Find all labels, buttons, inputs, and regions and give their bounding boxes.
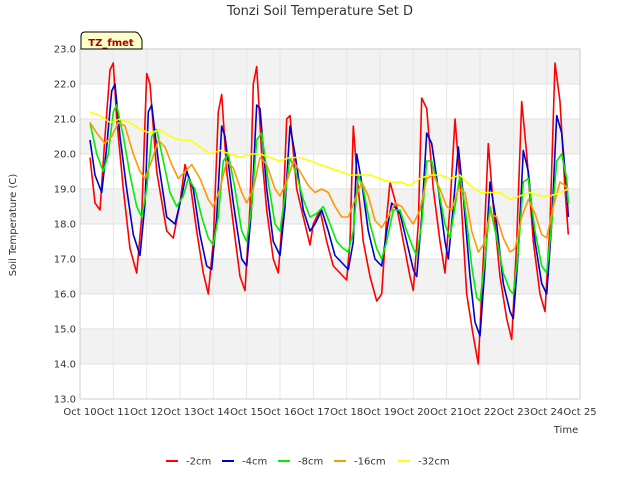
y-tick-label: 19.0 <box>54 185 76 196</box>
legend-item: -4cm <box>222 457 267 468</box>
site-tag-label: TZ_fmet <box>88 38 134 49</box>
y-axis-ticks: 13.0 14.0 15.0 16.0 17.0 18.0 19.0 20.0 21.0 22.0… <box>54 45 76 406</box>
legend-label: -2cm <box>186 457 211 468</box>
grid-band <box>80 119 580 154</box>
y-tick-label: 17.0 <box>54 255 76 266</box>
x-tick-label: Oct 15 <box>230 407 263 418</box>
x-tick-label: Oct 17 <box>297 407 330 418</box>
y-tick-label: 16.0 <box>54 290 76 301</box>
legend-label: -8cm <box>298 457 323 468</box>
legend-label: -4cm <box>242 457 267 468</box>
x-tick-label: Oct 13 <box>163 407 196 418</box>
y-tick-label: 22.0 <box>54 80 76 91</box>
x-tick-label: Oct 14 <box>197 407 230 418</box>
series-line-neg16cm <box>89 121 569 253</box>
grid-band <box>80 329 580 364</box>
chart-title: Tonzi Soil Temperature Set D <box>226 4 413 19</box>
x-tick-label: Oct 11 <box>97 407 130 418</box>
y-tick-label: 13.0 <box>54 395 76 406</box>
legend-label: -16cm <box>354 457 386 468</box>
legend: -2cm -4cm -8cm -16cm -32cm <box>166 457 450 468</box>
x-tick-label: Oct 23 <box>497 407 530 418</box>
x-tick-label: Oct 16 <box>263 407 296 418</box>
grid-band <box>80 49 580 84</box>
x-tick-label: Oct 21 <box>430 407 463 418</box>
plot-background-bands <box>80 49 580 364</box>
site-tag: TZ_fmet <box>80 31 143 50</box>
y-tick-label: 14.0 <box>54 360 76 371</box>
y-tick-label: 20.0 <box>54 150 76 161</box>
y-axis-label: Soil Temperature (C) <box>8 174 19 277</box>
x-tick-label: Oct 10 <box>63 407 96 418</box>
x-tick-label: Oct 25 <box>563 407 596 418</box>
y-tick-label: 18.0 <box>54 220 76 231</box>
y-tick-label: 21.0 <box>54 115 76 126</box>
series-layer <box>89 62 570 365</box>
x-tick-label: Oct 20 <box>397 407 430 418</box>
x-tick-label: Oct 19 <box>363 407 396 418</box>
x-tick-label: Oct 12 <box>130 407 163 418</box>
plot-frame <box>79 48 581 400</box>
series-line-neg32cm <box>89 111 569 201</box>
x-tick-label: Oct 18 <box>330 407 363 418</box>
y-tick-label: 15.0 <box>54 325 76 336</box>
series-line-neg2cm <box>89 62 570 365</box>
legend-label: -32cm <box>418 457 450 468</box>
legend-item: -16cm <box>334 457 386 468</box>
y-tick-label: 23.0 <box>54 45 76 56</box>
legend-item: -2cm <box>166 457 211 468</box>
x-axis-ticks: Oct 10 Oct 11 Oct 12 Oct 13 Oct 14 Oct 15 Oct … <box>63 407 596 418</box>
x-tick-label: Oct 24 <box>530 407 563 418</box>
grid-band <box>80 259 580 294</box>
x-tick-label: Oct 22 <box>463 407 496 418</box>
site-tag-box <box>80 31 143 50</box>
series-line-neg8cm <box>89 104 570 302</box>
legend-item: -8cm <box>278 457 323 468</box>
x-axis-label: Time <box>553 425 578 436</box>
legend-item: -32cm <box>398 457 450 468</box>
